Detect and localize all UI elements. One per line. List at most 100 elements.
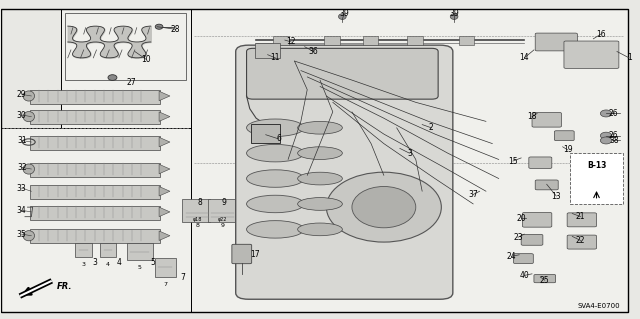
Bar [61, 9, 191, 128]
Ellipse shape [23, 231, 35, 241]
FancyBboxPatch shape [535, 33, 577, 51]
Text: B-13: B-13 [587, 161, 607, 170]
FancyBboxPatch shape [408, 36, 423, 46]
Text: 31: 31 [17, 136, 27, 145]
Text: 7: 7 [163, 282, 168, 287]
Text: 26: 26 [609, 109, 619, 118]
Ellipse shape [23, 164, 35, 174]
Text: 10: 10 [141, 55, 151, 64]
FancyBboxPatch shape [324, 36, 340, 46]
Text: 5: 5 [150, 258, 155, 267]
Ellipse shape [600, 137, 612, 144]
FancyBboxPatch shape [30, 205, 161, 219]
Text: 36: 36 [308, 47, 319, 56]
FancyBboxPatch shape [155, 258, 176, 277]
Text: 5: 5 [138, 265, 142, 270]
FancyBboxPatch shape [100, 243, 116, 257]
FancyBboxPatch shape [30, 229, 161, 243]
Text: FR.: FR. [57, 282, 72, 291]
Ellipse shape [156, 24, 163, 29]
Ellipse shape [600, 132, 612, 139]
Bar [191, 9, 628, 312]
FancyBboxPatch shape [567, 235, 596, 249]
FancyBboxPatch shape [232, 244, 252, 264]
Ellipse shape [108, 75, 117, 80]
Text: 29: 29 [17, 90, 27, 99]
Polygon shape [159, 207, 170, 217]
Text: 9: 9 [222, 198, 227, 207]
Text: 4: 4 [106, 262, 110, 267]
FancyBboxPatch shape [30, 110, 161, 124]
Ellipse shape [600, 110, 612, 117]
Polygon shape [159, 187, 170, 196]
Ellipse shape [23, 91, 35, 101]
FancyBboxPatch shape [363, 36, 378, 46]
Text: 17: 17 [250, 250, 260, 259]
Text: 37: 37 [468, 190, 478, 199]
Text: 7: 7 [180, 272, 185, 281]
FancyBboxPatch shape [236, 45, 453, 299]
Text: 2: 2 [429, 123, 433, 132]
FancyBboxPatch shape [30, 136, 161, 150]
Text: 18: 18 [527, 112, 537, 121]
Text: 24: 24 [507, 252, 516, 261]
Text: 39: 39 [339, 9, 349, 18]
Text: 30: 30 [17, 111, 27, 120]
Text: 3: 3 [82, 262, 86, 267]
FancyBboxPatch shape [567, 213, 596, 227]
Text: 34: 34 [17, 206, 27, 215]
Text: φ18: φ18 [193, 217, 202, 222]
FancyBboxPatch shape [554, 131, 574, 141]
Text: 22: 22 [576, 236, 586, 245]
Text: 12: 12 [287, 38, 296, 47]
FancyBboxPatch shape [534, 274, 556, 283]
Ellipse shape [326, 172, 442, 242]
FancyBboxPatch shape [564, 41, 619, 68]
Text: 28: 28 [171, 25, 180, 34]
Ellipse shape [298, 223, 342, 236]
Text: 3: 3 [407, 149, 412, 158]
FancyBboxPatch shape [182, 198, 210, 222]
Ellipse shape [246, 145, 304, 162]
Text: 23: 23 [513, 233, 523, 242]
Text: 8: 8 [195, 223, 199, 228]
FancyBboxPatch shape [76, 243, 92, 257]
FancyBboxPatch shape [30, 185, 161, 199]
Text: 11: 11 [271, 53, 280, 62]
Ellipse shape [451, 14, 458, 19]
Text: 26: 26 [609, 131, 619, 140]
FancyBboxPatch shape [127, 243, 154, 260]
Text: 39: 39 [449, 9, 459, 18]
Ellipse shape [298, 172, 342, 185]
Text: 16: 16 [596, 30, 606, 39]
FancyBboxPatch shape [535, 180, 558, 190]
FancyBboxPatch shape [30, 90, 161, 104]
Text: 38: 38 [609, 136, 619, 145]
Ellipse shape [298, 147, 342, 160]
Text: 6: 6 [276, 134, 281, 143]
Text: 35: 35 [17, 230, 27, 239]
FancyBboxPatch shape [522, 212, 552, 227]
Polygon shape [159, 231, 170, 241]
FancyBboxPatch shape [255, 43, 280, 58]
Text: 25: 25 [540, 276, 550, 285]
Ellipse shape [339, 14, 346, 19]
Ellipse shape [23, 112, 35, 122]
Bar [570, 153, 623, 204]
FancyBboxPatch shape [207, 198, 236, 222]
Ellipse shape [246, 221, 304, 238]
Polygon shape [159, 112, 170, 122]
Text: 33: 33 [17, 184, 27, 193]
Polygon shape [159, 91, 170, 101]
Ellipse shape [298, 122, 342, 134]
FancyBboxPatch shape [251, 123, 280, 143]
Text: 8: 8 [198, 198, 202, 207]
FancyBboxPatch shape [521, 234, 543, 245]
Text: 3: 3 [93, 258, 98, 267]
Text: 9: 9 [221, 223, 225, 228]
Text: 4: 4 [117, 258, 122, 267]
FancyBboxPatch shape [273, 36, 289, 46]
Ellipse shape [352, 187, 416, 228]
Text: 21: 21 [576, 212, 586, 221]
FancyBboxPatch shape [30, 163, 161, 177]
